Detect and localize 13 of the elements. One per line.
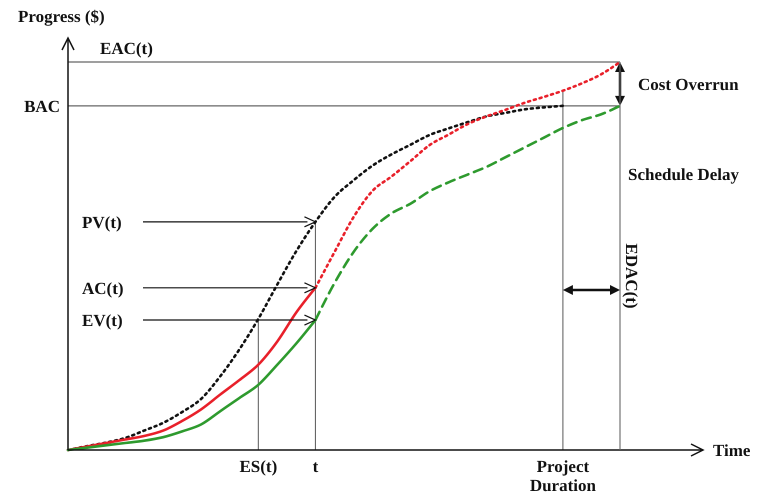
x-tick-label: t	[312, 457, 319, 476]
ref-line-label: EAC(t)	[100, 39, 153, 58]
annotation: PV(t)	[82, 212, 122, 232]
ref-line-label: BAC	[24, 96, 60, 116]
y-axis-title: Progress ($)	[18, 7, 105, 26]
text: Time	[713, 441, 751, 460]
text: Cost Overrun	[638, 74, 740, 94]
text: EDAC(t)	[622, 243, 641, 309]
annotation: AC(t)	[82, 278, 124, 298]
x-tick-label: Project Duration	[530, 457, 596, 495]
text: Schedule Delay	[628, 165, 740, 184]
annotation: EV(t)	[82, 311, 123, 330]
x-tick-label: ES(t)	[239, 457, 278, 476]
